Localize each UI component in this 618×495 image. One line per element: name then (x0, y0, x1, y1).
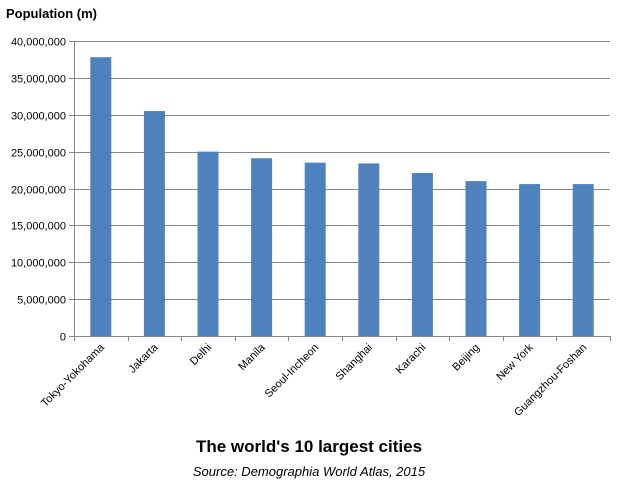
bar (465, 181, 487, 336)
y-tick-label: 10,000,000 (11, 258, 66, 270)
y-tick-label: 40,000,000 (11, 37, 66, 49)
bar (90, 57, 112, 336)
x-tick-label: Manila (236, 341, 268, 373)
y-tick-label: 15,000,000 (11, 221, 66, 233)
y-tick-label: 30,000,000 (11, 111, 66, 123)
y-tick-label: 20,000,000 (11, 185, 66, 197)
bar (519, 184, 541, 336)
y-axis-title: Population (m) (6, 6, 97, 21)
y-tick-label: 5,000,000 (17, 295, 66, 307)
bar (411, 173, 433, 336)
x-tick-label: Delhi (188, 342, 214, 368)
bar (251, 158, 273, 336)
bar-chart: 0 5,000,000 10,000,000 15,000,000 20,000,000… (11, 37, 611, 419)
y-tick-label: 25,000,000 (11, 148, 66, 160)
y-tick-label: 35,000,000 (11, 74, 66, 86)
bar (143, 111, 165, 336)
x-tick-label: Karachi (394, 342, 429, 377)
axes (69, 41, 611, 341)
y-tick-label: 0 (60, 332, 66, 344)
x-tick-labels: Tokyo-Yokohama Jakarta Delhi ManilaSeoul-In… (39, 341, 589, 419)
x-tick-label: Shanghai (334, 342, 375, 383)
x-tick-label: Jakarta (127, 341, 162, 376)
x-tick-label: Seoul-Incheon (263, 342, 322, 401)
x-tick-label: Tokyo-Yokohama (39, 341, 107, 409)
chart-subtitle: Source: Demographia World Atlas, 2015 (192, 464, 426, 479)
bar (197, 151, 219, 336)
bar (358, 163, 380, 336)
y-tick-labels: 0 5,000,000 10,000,000 15,000,000 20,000,000… (11, 37, 66, 344)
x-tick-label: Beijing (450, 342, 482, 374)
bars (90, 57, 594, 336)
chart-title: The world's 10 largest cities (195, 437, 423, 456)
x-tick-label: New York (494, 341, 536, 383)
bar (304, 162, 326, 336)
bar (572, 184, 594, 336)
